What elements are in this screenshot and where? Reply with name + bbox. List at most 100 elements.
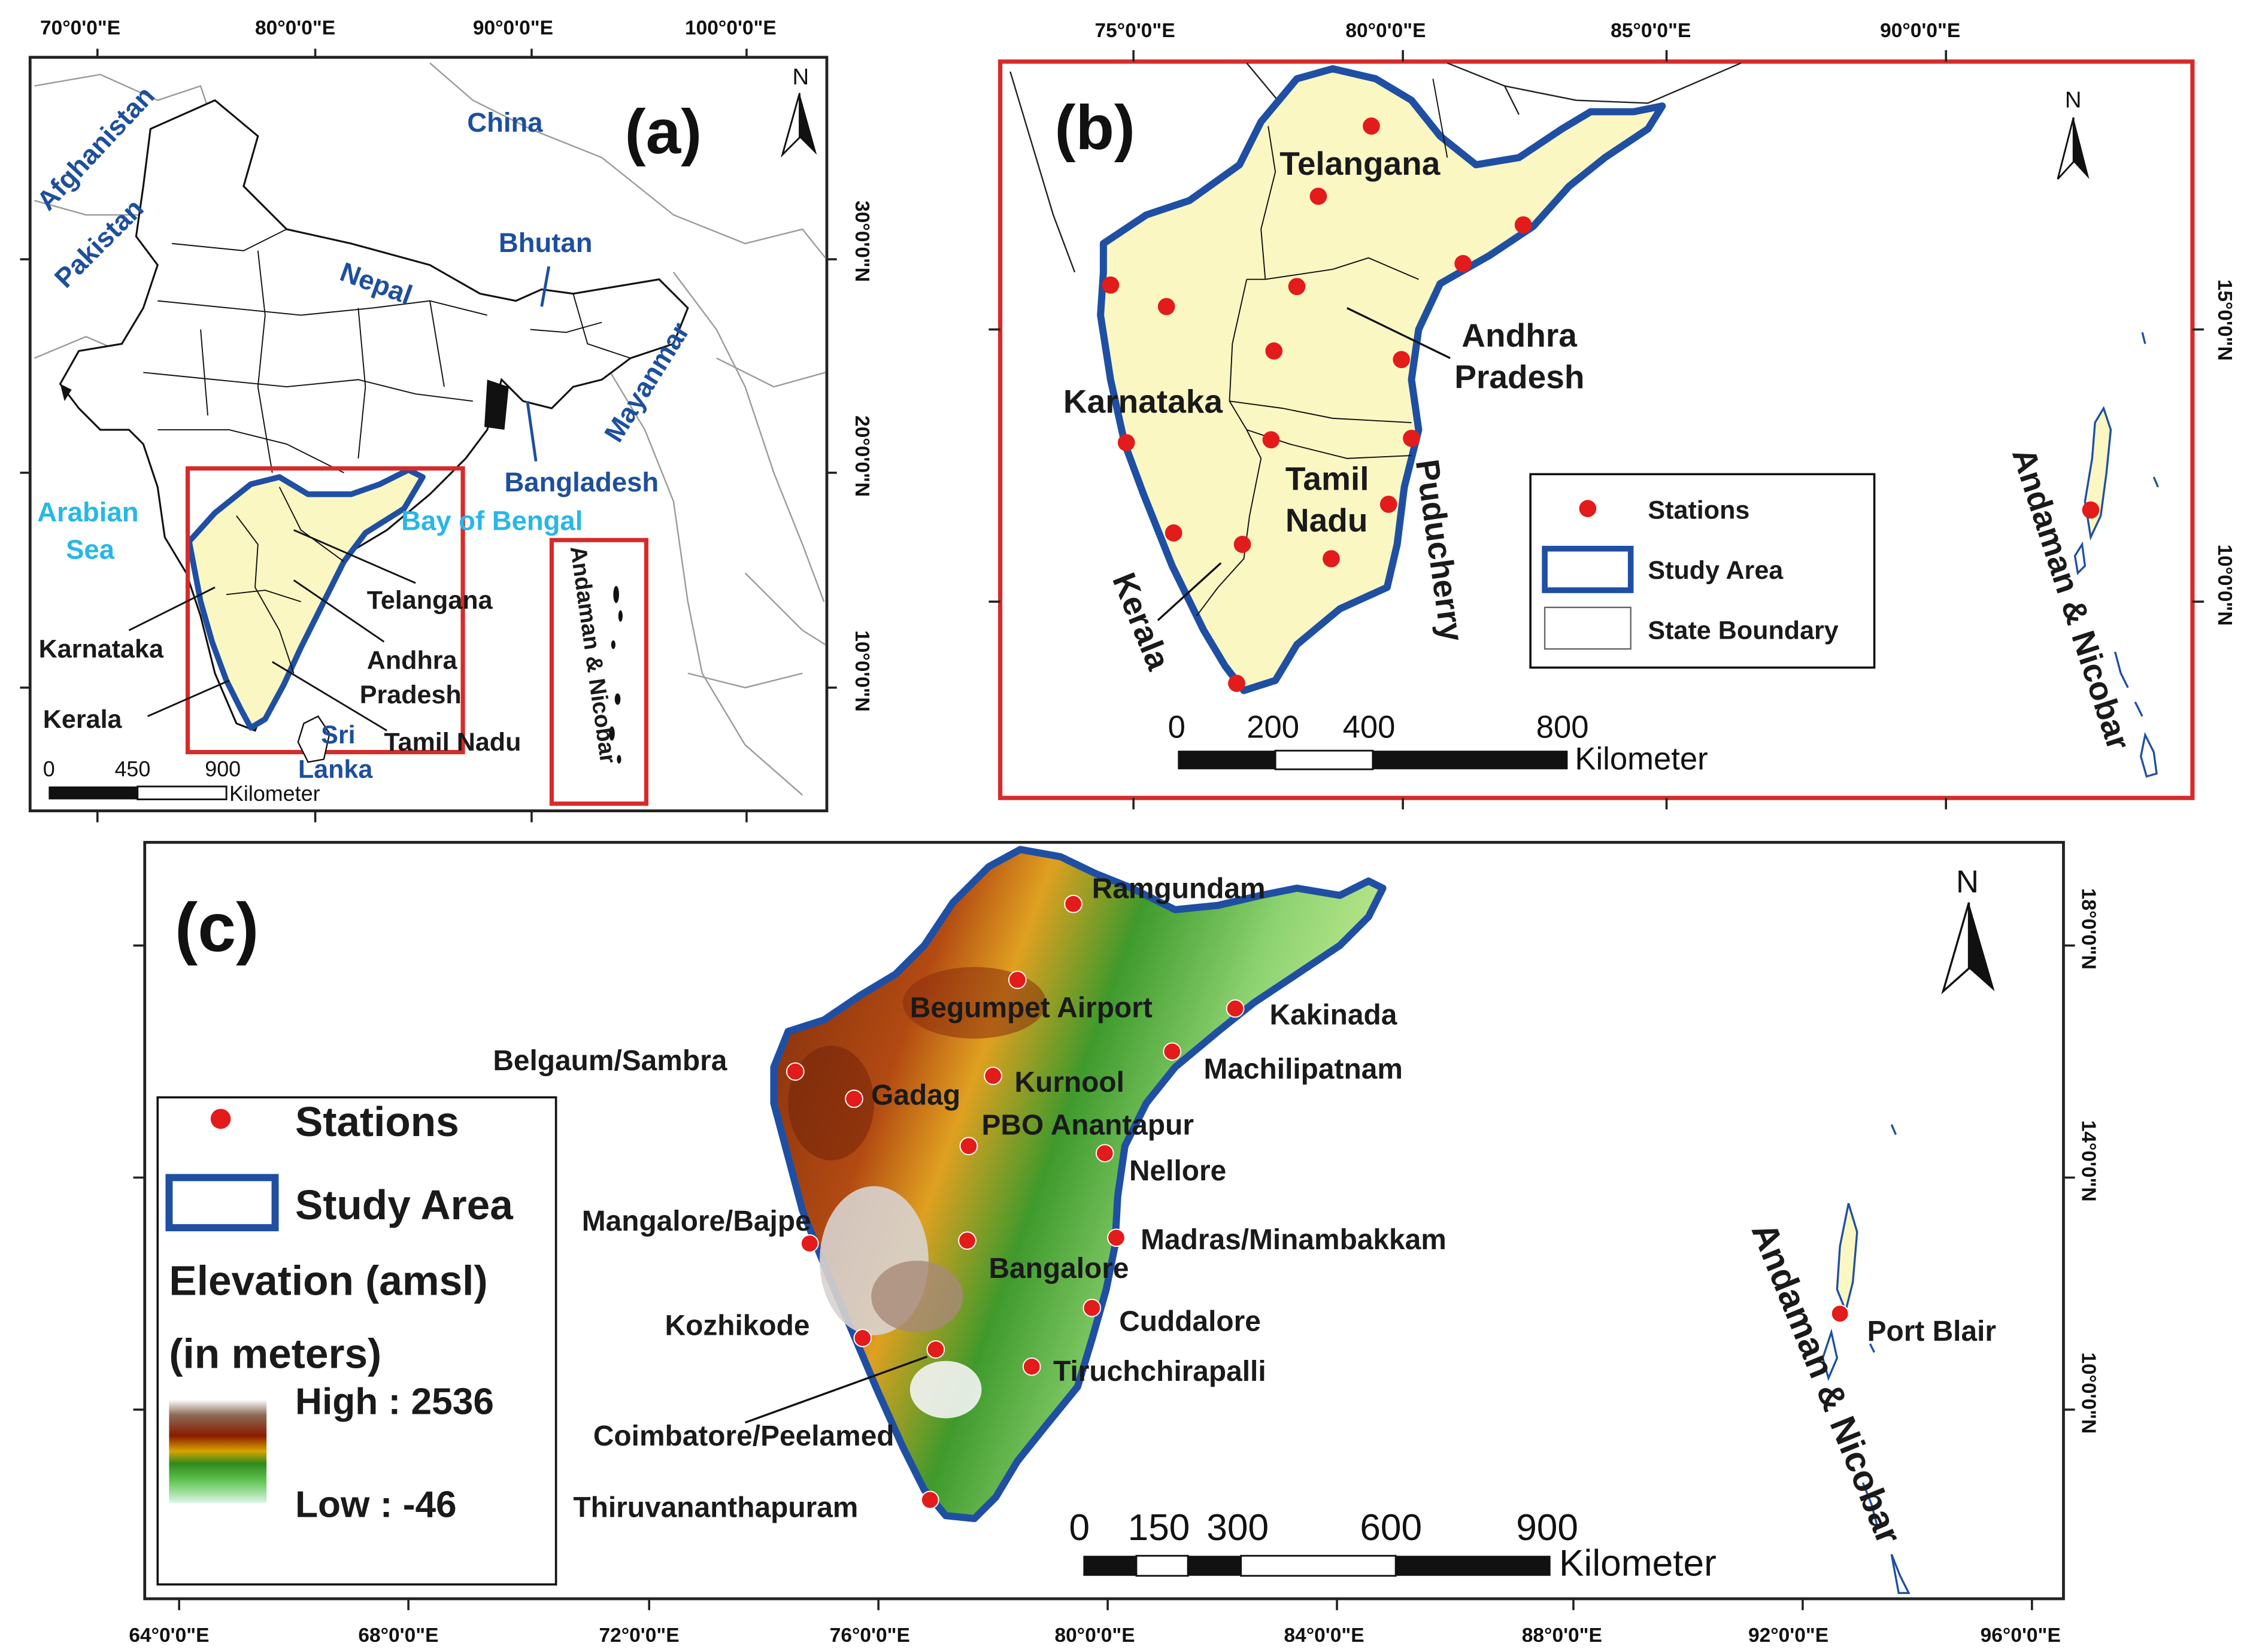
station-marker [1265,342,1283,360]
tick-label: 72°0'0"E [599,1624,679,1647]
state-label-karnataka-b: Karnataka [1063,382,1223,420]
tick-label: 14°0'0"N [2078,1120,2100,1202]
scale-unit: Kilometer [1575,741,1708,776]
station-marker [1323,550,1340,567]
tick-label: 85°0'0"E [1611,20,1691,42]
tick-label: 100°0'0"E [685,17,777,39]
station-marker [1393,351,1411,369]
country-label-bhutan: Bhutan [499,227,593,258]
station-label-kurnool: Kurnool [1015,1067,1124,1098]
scale-label: 900 [205,757,241,781]
tick-label: 92°0'0"E [1748,1624,1828,1647]
station-marker [1309,187,1327,205]
tick-label: 90°0'0"E [1880,20,1960,42]
station-label-begumpet: Begumpet Airport [910,992,1153,1024]
scale-label: 150 [1128,1507,1190,1548]
tick-label: 90°0'0"E [473,17,553,39]
tick-label: 10°0'0"N [2213,544,2236,625]
legend-study-area-c: Study Area [295,1182,514,1228]
scale-label: 450 [114,757,150,781]
state-label-pradesh-b: Pradesh [1454,359,1584,396]
scale-label: 600 [1360,1507,1422,1548]
station-marker [984,1067,1002,1085]
station-marker [1226,999,1245,1018]
legend-elevation-title: Elevation (amsl) [169,1258,487,1304]
station-label-cuddalore: Cuddalore [1119,1305,1261,1337]
station-label-machilipatnam: Machilipatnam [1203,1053,1402,1085]
stations-c [786,894,1849,1510]
panel-a-lon-ticks: 70°0'0"E 80°0'0"E 90°0'0"E 100°0'0"E [40,17,777,39]
station-marker [1379,496,1397,513]
scale-label: 0 [1168,710,1185,745]
tick-label: 10°0'0"N [851,630,873,712]
panel-a: 70°0'0"E 80°0'0"E 90°0'0"E 100°0'0"E 30°… [20,17,873,822]
tick-label: 20°0'0"N [851,415,873,497]
north-label: N [793,64,809,90]
scale-bar-a: 0 450 900 Kilometer [43,757,320,806]
legend-state-boundary-b: State Boundary [1648,616,1838,645]
state-label-andhra-b: Andhra [1461,317,1577,354]
tick-label: 84°0'0"E [1284,1624,1364,1647]
scale-label: 0 [1069,1507,1090,1548]
inset-frame-islands [549,537,649,806]
station-marker [2082,501,2100,519]
station-marker [800,1234,819,1253]
station-marker [1157,297,1175,315]
station-marker [853,1329,872,1347]
country-label-china: China [467,107,543,138]
tick-label: 76°0'0"E [830,1624,910,1647]
station-marker [959,1137,978,1156]
state-label-tamil-b: Tamil [1285,460,1369,497]
sea-label-arabian: Arabian [37,497,138,527]
station-label-mangalore: Mangalore/Bajpe [582,1205,811,1237]
station-marker [1082,1298,1102,1317]
station-marker [1262,431,1280,449]
station-label-nellore: Nellore [1129,1155,1226,1187]
tick-label: 15°0'0"N [2213,280,2236,361]
state-boundaries-b [1196,78,1448,617]
panel-c-lon-ticks: 64°0'0"E 68°0'0"E 72°0'0"E 76°0'0"E 80°0… [129,1624,2060,1647]
tick-label: 64°0'0"E [129,1624,209,1647]
scale-label: 200 [1247,710,1299,745]
tick-label: 80°0'0"E [1345,20,1426,42]
station-marker [1288,278,1306,296]
scale-unit: Kilometer [1559,1543,1717,1584]
scale-label: 400 [1343,710,1396,745]
station-marker [1454,255,1472,272]
scale-label: 800 [1536,710,1589,745]
station-marker [1228,675,1245,693]
station-marker [1102,276,1120,294]
india-state-boundaries [143,229,631,473]
station-label-kozhikode: Kozhikode [665,1310,810,1342]
legend-high: High : 2536 [295,1381,494,1422]
north-label: N [1956,864,1979,900]
legend-study-area-b: Study Area [1648,556,1784,585]
tick-label: 80°0'0"E [1055,1624,1135,1647]
scale-label: 300 [1206,1507,1269,1548]
scale-label: 900 [1516,1507,1578,1548]
tick-label: 70°0'0"E [40,17,120,39]
station-marker [1008,970,1027,989]
north-arrow-c: N [1941,864,1995,995]
station-label-kakinada: Kakinada [1270,999,1397,1031]
north-label: N [2065,87,2082,113]
panel-a-label: (a) [625,97,702,167]
scale-bar-b: 0 200 400 800 Kilometer [1168,710,1708,777]
panel-b: 75°0'0"E 80°0'0"E 85°0'0"E 90°0'0"E 15°0… [988,20,2236,810]
tick-label: 75°0'0"E [1095,20,1175,42]
islands-a [609,585,623,764]
station-label-port-blair: Port Blair [1867,1316,1996,1347]
state-label-tamil-nadu: Tamil Nadu [384,728,521,757]
station-label-tiruchchirapalli: Tiruchchirapalli [1053,1356,1266,1387]
station-marker [1830,1304,1849,1323]
study-area-a [186,467,426,731]
station-label-ramgundam: Ramgundam [1092,873,1266,905]
scale-label: 0 [43,757,55,781]
tick-label: 88°0'0"E [1522,1624,1602,1647]
panel-b-label: (b) [1055,93,1135,163]
state-label-telangana: Telangana [367,586,493,615]
station-label-bangalore: Bangalore [988,1253,1129,1284]
panel-c-label: (c) [175,889,259,966]
station-marker [958,1231,977,1250]
state-label-andhra: Andhra [367,646,458,675]
